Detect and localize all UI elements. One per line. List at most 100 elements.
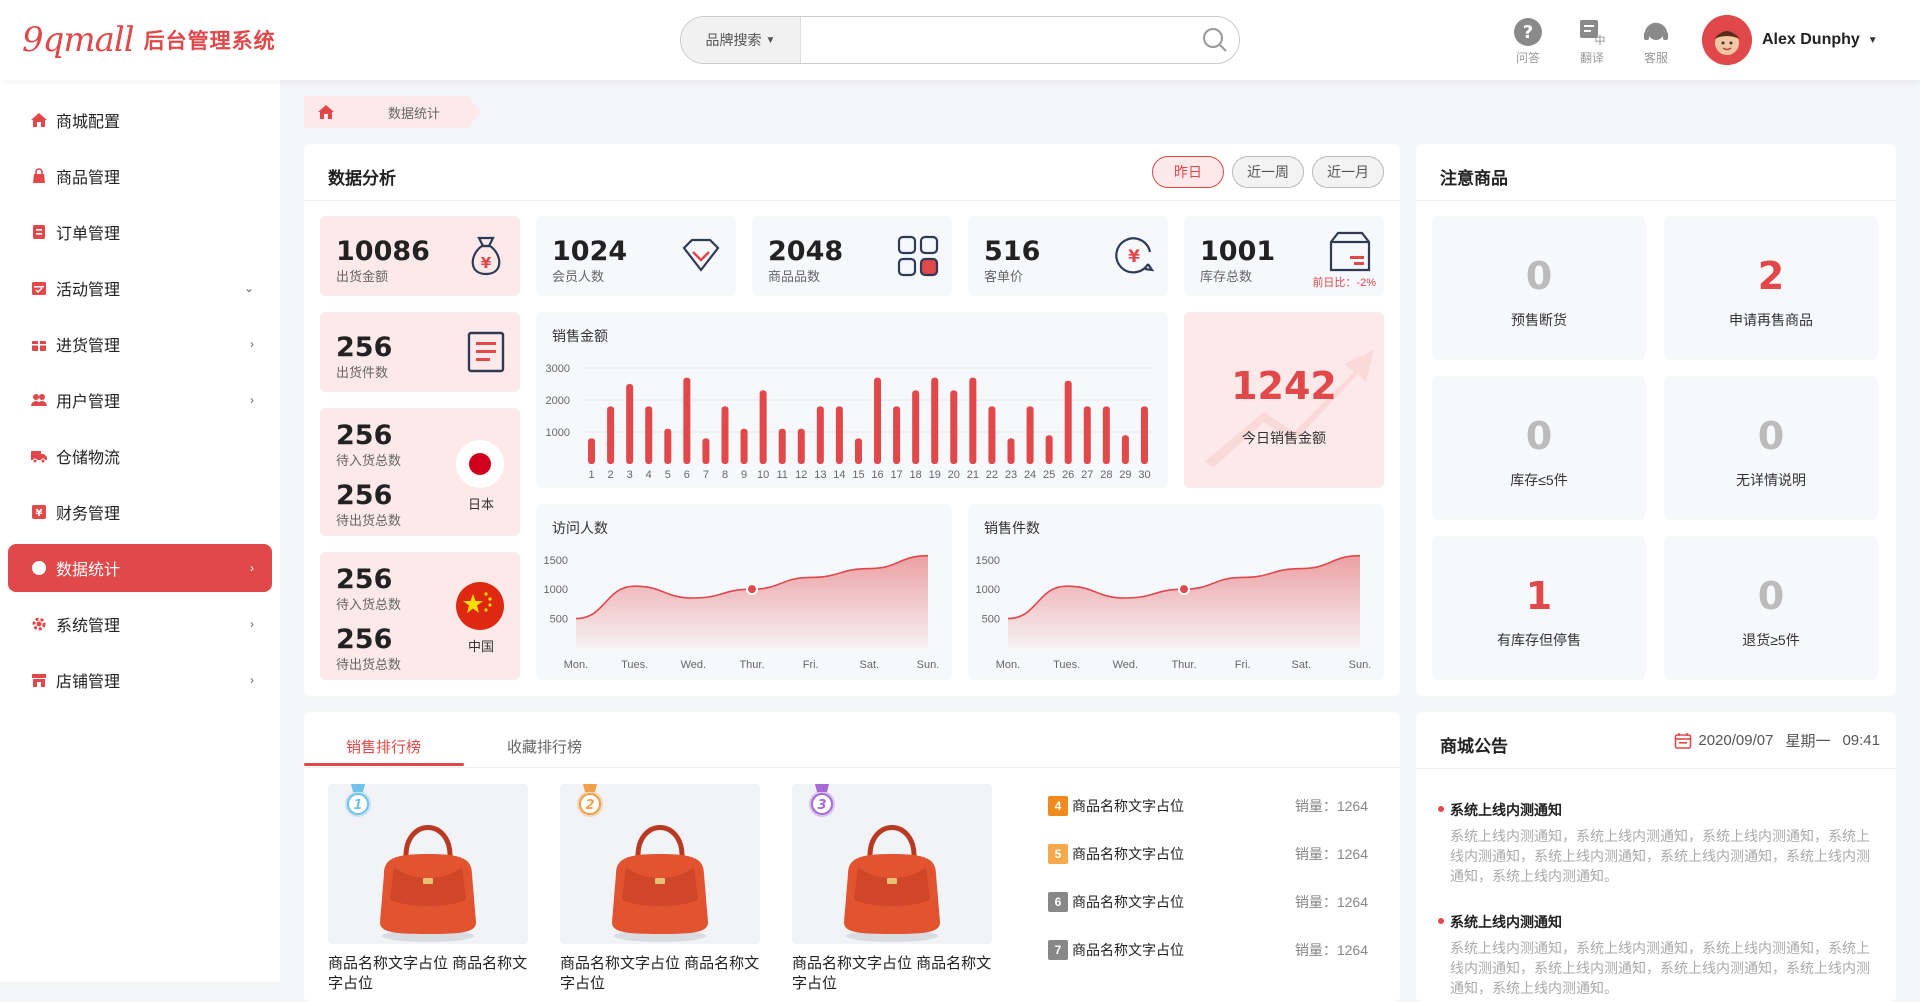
product-name[interactable]: 商品名称文字占位 商品名称文字占位 (792, 955, 992, 992)
x-tick-label: 20 (948, 469, 960, 481)
ranking-row[interactable]: 7 商品名称文字占位 销量：1264 (1048, 938, 1368, 962)
product-image[interactable]: 1 (328, 784, 528, 944)
attention-card[interactable]: 1 有库存但停售 (1432, 536, 1646, 680)
bar (588, 438, 596, 464)
bar (912, 390, 920, 464)
users-icon (30, 391, 48, 409)
x-tick-label: 10 (757, 469, 769, 481)
bar (778, 428, 786, 464)
x-tick-label: 26 (1062, 469, 1074, 481)
tab-sales-ranking[interactable]: 销售排行榜 (346, 739, 422, 756)
sidebar-item-5[interactable]: 进货管理 › (8, 320, 272, 368)
rank-number: 5 (1048, 844, 1068, 864)
china-in-value: 256 (336, 564, 393, 595)
divider (1416, 200, 1896, 201)
stat-japan: 256 待入货总数 256 待出货总数 日本 (320, 408, 520, 536)
search-type-select[interactable]: 品牌搜索 ▼ (681, 17, 801, 63)
sidebar-item-7[interactable]: 仓储物流 (8, 432, 272, 480)
attention-value: 0 (1757, 414, 1785, 458)
stat-label: 商品品数 (768, 269, 821, 284)
sidebar-item-6[interactable]: 用户管理 › (8, 376, 272, 424)
japan-in-label: 待入货总数 (336, 453, 402, 468)
sidebar-item-4[interactable]: 活动管理 ⌄ (8, 264, 272, 312)
search-button[interactable] (1191, 17, 1239, 63)
product-name[interactable]: 商品名称文字占位 商品名称文字占位 (328, 955, 528, 992)
bar (1083, 406, 1091, 464)
bar (988, 406, 996, 464)
top-product-card[interactable]: 3 商品名称文字占位 商品名称文字占位 (792, 784, 992, 994)
highlight-point (746, 583, 758, 596)
x-tick-label: 4 (646, 469, 652, 481)
attention-card[interactable]: 0 无详情说明 (1664, 376, 1878, 520)
sidebar-item-1[interactable]: 商城配置 (8, 96, 272, 144)
y-tick-label: 1000 (544, 584, 568, 596)
analysis-title: 数据分析 (328, 169, 396, 188)
sidebar-item-8[interactable]: ¥ 财务管理 (8, 488, 272, 536)
truck-icon (30, 447, 48, 465)
handbag-image (380, 825, 476, 942)
tab-underline (304, 763, 464, 766)
product-name[interactable]: 商品名称文字占位 商品名称文字占位 (560, 955, 760, 992)
logo[interactable]: 9qmall 后台管理系统 (22, 18, 276, 62)
search-bar: 品牌搜索 ▼ (680, 16, 1240, 64)
product-image[interactable]: 2 (560, 784, 760, 944)
attention-label: 有库存但停售 (1497, 632, 1581, 648)
ranking-row[interactable]: 6 商品名称文字占位 销量：1264 (1048, 890, 1368, 914)
bar (854, 438, 862, 464)
user-menu[interactable]: Alex Dunphy ▼ (1702, 15, 1878, 65)
attention-card[interactable]: 0 库存≤5件 (1432, 376, 1646, 520)
translate-tool[interactable]: 中 翻译 (1560, 18, 1624, 66)
bar (702, 438, 710, 464)
sidebar-item-11[interactable]: 店铺管理 › (8, 656, 272, 704)
rank-product-name: 商品名称文字占位 (1072, 798, 1184, 814)
chevron-icon: › (250, 337, 254, 351)
money-bag-icon: ¥ (471, 236, 501, 276)
service-tool[interactable]: 客服 (1624, 18, 1688, 66)
attention-card[interactable]: 0 预售断货 (1432, 216, 1646, 360)
sidebar-item-10[interactable]: 系统管理 › (8, 600, 272, 648)
sidebar-item-9[interactable]: 数据统计 › (8, 544, 272, 592)
ranking-row[interactable]: 4 商品名称文字占位 销量：1264 (1048, 794, 1368, 818)
notice-item-title: 系统上线内测通知 (1438, 912, 1870, 932)
x-tick-label: Fri. (803, 659, 819, 671)
sales-count-chart: 销售件数 500 1000 1500 Mon. Tues. Wed. Thur. Fri. Sa… (968, 504, 1384, 680)
attention-label: 退货≥5件 (1742, 632, 1800, 648)
qa-tool[interactable]: ? 问答 (1496, 18, 1560, 66)
tab-favorites-ranking[interactable]: 收藏排行榜 (507, 739, 583, 756)
notice-item[interactable]: 系统上线内测通知 系统上线内测通知，系统上线内测通知，系统上线内测通知，系统上线… (1438, 800, 1870, 886)
range-month[interactable]: 近一月 (1312, 156, 1384, 188)
visitors-svg: 500 1000 1500 Mon. Tues. Wed. Thur. Fri. Sat. Sun… (544, 555, 940, 671)
x-tick-label: 22 (986, 469, 998, 481)
analysis-panel: 数据分析 昨日 近一周 近一月 10086 出货金额 ¥ 1024 会员人数 2… (304, 144, 1400, 696)
stat-avg-order: 516 客单价 ¥ (968, 216, 1168, 296)
notice-panel: 商城公告 2020/09/07 星期一 09:41 系统上线内测通知 系统上线内… (1416, 712, 1896, 1002)
bar (874, 377, 882, 464)
notice-item[interactable]: 系统上线内测通知 系统上线内测通知，系统上线内测通知，系统上线内测通知，系统上线… (1438, 912, 1870, 998)
sidebar-item-3[interactable]: 订单管理 (8, 208, 272, 256)
product-image[interactable]: 3 (792, 784, 992, 944)
x-tick-label: Sun. (917, 659, 940, 671)
attention-card[interactable]: 0 退货≥5件 (1664, 536, 1878, 680)
avatar-face-icon (1702, 15, 1752, 65)
rank-sales: 销量：1264 (1294, 942, 1368, 958)
home-icon (318, 105, 334, 119)
rank-sales: 销量：1264 (1294, 894, 1368, 910)
top-product-card[interactable]: 2 商品名称文字占位 商品名称文字占位 (560, 784, 760, 994)
y-tick-label: 3000 (546, 363, 570, 375)
x-tick-label: 29 (1119, 469, 1131, 481)
notice-item-body: 系统上线内测通知，系统上线内测通知，系统上线内测通知，系统上线内测通知，系统上线… (1450, 940, 1870, 996)
breadcrumb-current[interactable]: 数据统计 (336, 96, 481, 128)
x-tick-label: 15 (852, 469, 864, 481)
bar (893, 406, 901, 464)
stat-label: 出货金额 (336, 269, 389, 284)
top-product-card[interactable]: 1 商品名称文字占位 商品名称文字占位 (328, 784, 528, 994)
attention-card[interactable]: 2 申请再售商品 (1664, 216, 1878, 360)
y-tick-label: 1500 (544, 555, 568, 567)
ranking-row[interactable]: 5 商品名称文字占位 销量：1264 (1048, 842, 1368, 866)
sidebar-item-2[interactable]: 商品管理 (8, 152, 272, 200)
search-input[interactable] (801, 17, 1191, 63)
rank-product-name: 商品名称文字占位 (1072, 942, 1184, 958)
range-week[interactable]: 近一周 (1232, 156, 1304, 188)
range-yesterday[interactable]: 昨日 (1152, 156, 1224, 188)
